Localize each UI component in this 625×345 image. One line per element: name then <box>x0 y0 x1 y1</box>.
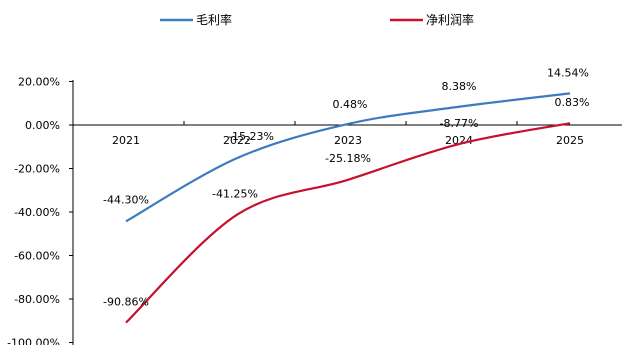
data-label: -8.77% <box>440 117 479 130</box>
y-tick-label: -80.00% <box>14 293 60 306</box>
y-tick-label: -40.00% <box>14 206 60 219</box>
y-tick-label: -20.00% <box>14 163 60 176</box>
x-tick-label: 2025 <box>556 134 584 147</box>
x-axis: 2021 2022 2023 2024 2025 <box>72 121 622 147</box>
data-label: -15.23% <box>228 130 274 143</box>
data-label: -44.30% <box>103 193 149 206</box>
series-line-net-margin <box>125 122 571 324</box>
y-tick-label: 0.00% <box>25 119 60 132</box>
legend: 毛利率 净利润率 <box>160 12 474 27</box>
legend-label: 净利润率 <box>426 12 474 27</box>
y-tick-label: 20.00% <box>18 76 60 89</box>
data-label: 0.48% <box>333 98 368 111</box>
data-labels: -44.30% -15.23% 0.48% 8.38% 14.54% -90.86% -41… <box>103 66 589 308</box>
data-label: -25.18% <box>325 152 371 165</box>
x-tick-label: 2023 <box>334 134 362 147</box>
y-tick-label: -100.00% <box>7 337 60 345</box>
y-axis: 20.00% 0.00% -20.00% -40.00% -60.00% -80.00% -… <box>7 76 74 345</box>
data-label: -41.25% <box>212 188 258 201</box>
x-tick-label: 2021 <box>112 134 140 147</box>
series-line-gross-margin <box>125 92 571 223</box>
legend-label: 毛利率 <box>196 12 232 27</box>
y-tick-label: -60.00% <box>14 250 60 263</box>
x-tick-label: 2022 <box>223 134 251 147</box>
series-lines <box>125 92 571 324</box>
data-label: 8.38% <box>442 80 477 93</box>
data-label: 0.83% <box>555 96 590 109</box>
x-tick-label: 2024 <box>445 134 473 147</box>
data-label: 14.54% <box>547 66 589 79</box>
data-label: -90.86% <box>103 296 149 309</box>
